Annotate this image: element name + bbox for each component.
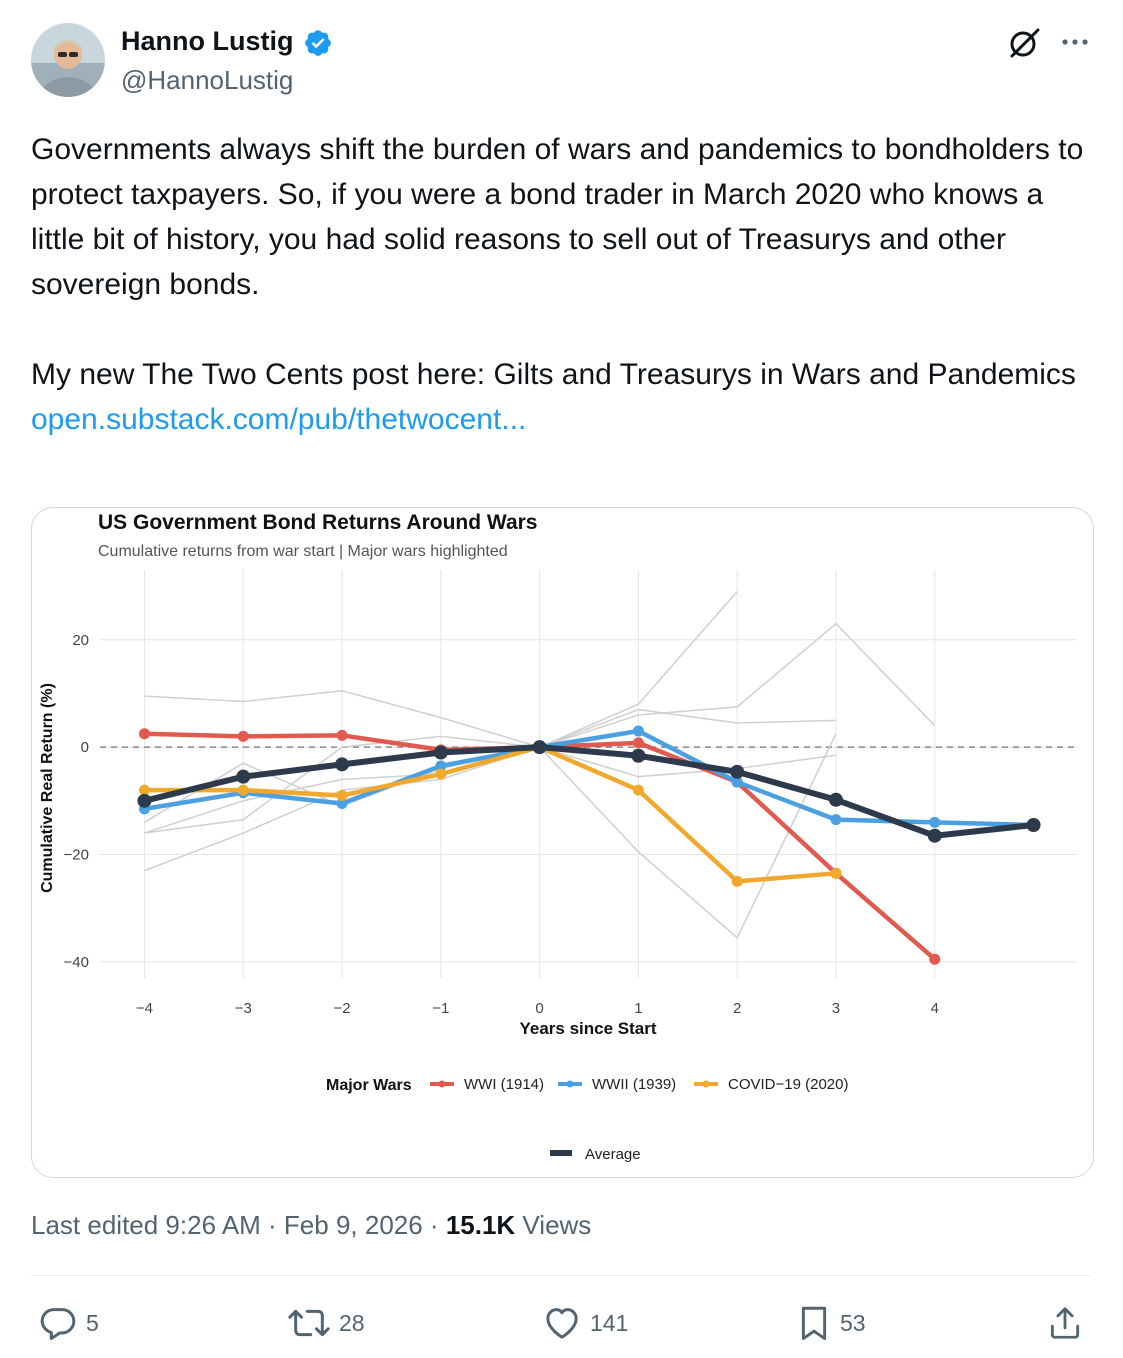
data-point — [336, 798, 348, 810]
reply-icon — [40, 1308, 76, 1340]
data-point — [435, 768, 447, 780]
data-point — [138, 728, 150, 740]
data-point — [632, 737, 644, 749]
heart-icon — [546, 1308, 578, 1339]
data-point — [336, 729, 348, 741]
x-tick-label: −4 — [136, 1000, 153, 1017]
avatar[interactable] — [31, 23, 105, 97]
data-point — [137, 793, 152, 808]
data-point — [929, 953, 941, 965]
grok-icon[interactable] — [1005, 24, 1043, 62]
x-tick-label: 4 — [931, 1000, 939, 1017]
chart-title: US Government Bond Returns Around Wars — [98, 511, 537, 534]
background-war-line — [144, 708, 836, 872]
data-point — [433, 745, 448, 760]
data-point — [336, 789, 348, 801]
data-point — [632, 784, 644, 796]
data-point — [730, 764, 745, 779]
x-tick-label: 1 — [634, 1000, 642, 1017]
bond-returns-chart: US Government Bond Returns Around Wars C… — [39, 511, 1078, 1163]
y-tick-label: 20 — [72, 632, 89, 649]
share-button[interactable] — [1046, 1301, 1084, 1345]
bookmark-count: 53 — [840, 1309, 866, 1336]
divider — [31, 1275, 1092, 1276]
y-tick-label: −40 — [64, 954, 89, 971]
legend-swatch-point — [702, 1080, 710, 1088]
tweet-meta: Last edited 9:26 AM · Feb 9, 2026 · 15.1… — [31, 1210, 591, 1241]
data-point — [236, 769, 251, 784]
share-icon — [1050, 1307, 1080, 1339]
data-point — [335, 757, 350, 772]
reply-button[interactable]: 5 — [38, 1301, 99, 1345]
repost-count: 28 — [339, 1309, 365, 1336]
x-tick-label: 3 — [832, 1000, 840, 1017]
legend-label: WWII (1939) — [592, 1076, 676, 1093]
x-tick-label: −1 — [432, 1000, 449, 1017]
author-handle[interactable]: @HannoLustig — [121, 65, 294, 95]
repost-icon — [288, 1309, 330, 1337]
data-point — [631, 748, 646, 763]
x-tick-label: −3 — [235, 1000, 252, 1017]
like-count: 141 — [590, 1309, 629, 1336]
author-display-name[interactable]: Hanno Lustig — [121, 26, 294, 56]
legend-title: Major Wars — [326, 1077, 412, 1094]
x-tick-label: 2 — [733, 1000, 741, 1017]
legend-swatch-point — [566, 1080, 574, 1088]
y-axis-label: Cumulative Real Return (%) — [39, 683, 56, 893]
data-point — [138, 784, 150, 796]
series-line-average — [141, 744, 1037, 839]
data-point — [929, 816, 941, 828]
tweet-paragraph: Governments always shift the burden of w… — [31, 133, 1084, 301]
data-point — [532, 740, 547, 755]
series-line-covid-19-2020- — [142, 744, 839, 884]
data-point — [731, 875, 743, 887]
more-options-icon[interactable] — [1058, 28, 1092, 56]
data-point — [828, 792, 843, 807]
verified-badge-icon — [303, 28, 333, 58]
legend-label: WWI (1914) — [464, 1076, 544, 1093]
y-tick-label: 0 — [81, 739, 89, 756]
data-point — [435, 760, 447, 772]
data-point — [237, 730, 249, 742]
x-tick-label: 0 — [535, 1000, 543, 1017]
media-card[interactable]: US Government Bond Returns Around Wars C… — [31, 507, 1094, 1178]
data-point — [237, 784, 249, 796]
repost-button[interactable]: 28 — [287, 1301, 365, 1345]
edited-timestamp[interactable]: Last edited 9:26 AM · Feb 9, 2026 · — [31, 1210, 446, 1240]
series-line-wwii-1939- — [142, 728, 1036, 828]
legend-swatch-point — [438, 1080, 446, 1088]
like-button[interactable]: 141 — [542, 1301, 628, 1345]
views-label: Views — [515, 1210, 592, 1240]
data-point — [830, 867, 842, 879]
y-tick-label: −20 — [64, 847, 89, 864]
data-point — [927, 828, 942, 843]
bookmark-icon — [801, 1306, 827, 1341]
legend-label: COVID−19 (2020) — [728, 1076, 848, 1093]
background-war-line — [144, 733, 837, 939]
tweet-text: Governments always shift the burden of w… — [31, 127, 1091, 442]
data-point — [830, 814, 842, 826]
data-point — [731, 776, 743, 788]
data-point — [1026, 818, 1041, 832]
x-tick-label: −2 — [333, 1000, 350, 1017]
data-point — [632, 725, 644, 737]
legend-label-average: Average — [585, 1146, 641, 1163]
x-axis-label: Years since Start — [519, 1019, 656, 1038]
chart-subtitle: Cumulative returns from war start | Majo… — [98, 543, 508, 560]
views-count: 15.1K — [445, 1210, 516, 1240]
bookmark-button[interactable]: 53 — [796, 1301, 866, 1345]
reply-count: 5 — [86, 1309, 99, 1336]
tweet-paragraph: My new The Two Cents post here: Gilts an… — [31, 358, 1076, 391]
tweet-link[interactable]: open.substack.com/pub/thetwocent... — [31, 403, 527, 436]
